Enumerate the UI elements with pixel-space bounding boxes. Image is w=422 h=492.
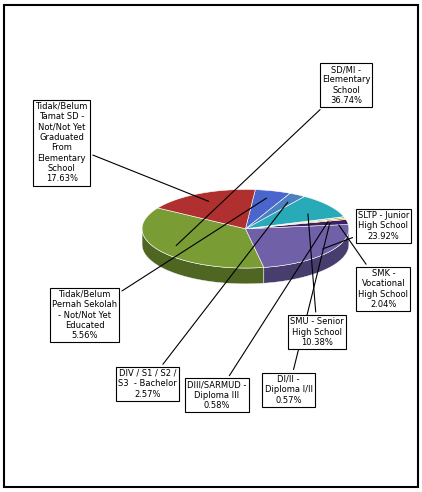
Polygon shape	[246, 216, 344, 229]
Polygon shape	[142, 208, 264, 268]
Polygon shape	[158, 189, 255, 229]
Polygon shape	[142, 228, 264, 284]
Text: Tidak/Belum
Tamat SD -
Not/Not Yet
Graduated
From
Elementary
School
17.63%: Tidak/Belum Tamat SD - Not/Not Yet Gradu…	[35, 102, 208, 201]
Text: SMU - Senior
High School
10.38%: SMU - Senior High School 10.38%	[290, 214, 344, 347]
Polygon shape	[246, 189, 290, 229]
Text: Tidak/Belum
Pernah Sekolah
- Not/Not Yet
Educated
5.56%: Tidak/Belum Pernah Sekolah - Not/Not Yet…	[52, 198, 267, 340]
Text: DIII/SARMUD -
Diploma III
0.58%: DIII/SARMUD - Diploma III 0.58%	[187, 221, 328, 410]
Text: SD/MI -
Elementary
School
36.74%: SD/MI - Elementary School 36.74%	[176, 65, 370, 246]
Polygon shape	[246, 216, 345, 229]
Polygon shape	[246, 224, 349, 268]
Polygon shape	[246, 219, 348, 229]
Polygon shape	[246, 218, 345, 229]
Polygon shape	[246, 196, 344, 229]
Text: DIV / S1 / S2 /
S3  - Bachelor
2.57%: DIV / S1 / S2 / S3 - Bachelor 2.57%	[119, 202, 288, 399]
Text: SLTP - Junior
High School
23.92%: SLTP - Junior High School 23.92%	[323, 211, 409, 249]
Polygon shape	[246, 218, 346, 229]
Text: SMK -
Vocational
High School
2.04%: SMK - Vocational High School 2.04%	[339, 225, 408, 309]
Text: DI/II -
Diploma I/II
0.57%: DI/II - Diploma I/II 0.57%	[265, 223, 330, 404]
Polygon shape	[246, 193, 304, 229]
Polygon shape	[264, 228, 349, 283]
